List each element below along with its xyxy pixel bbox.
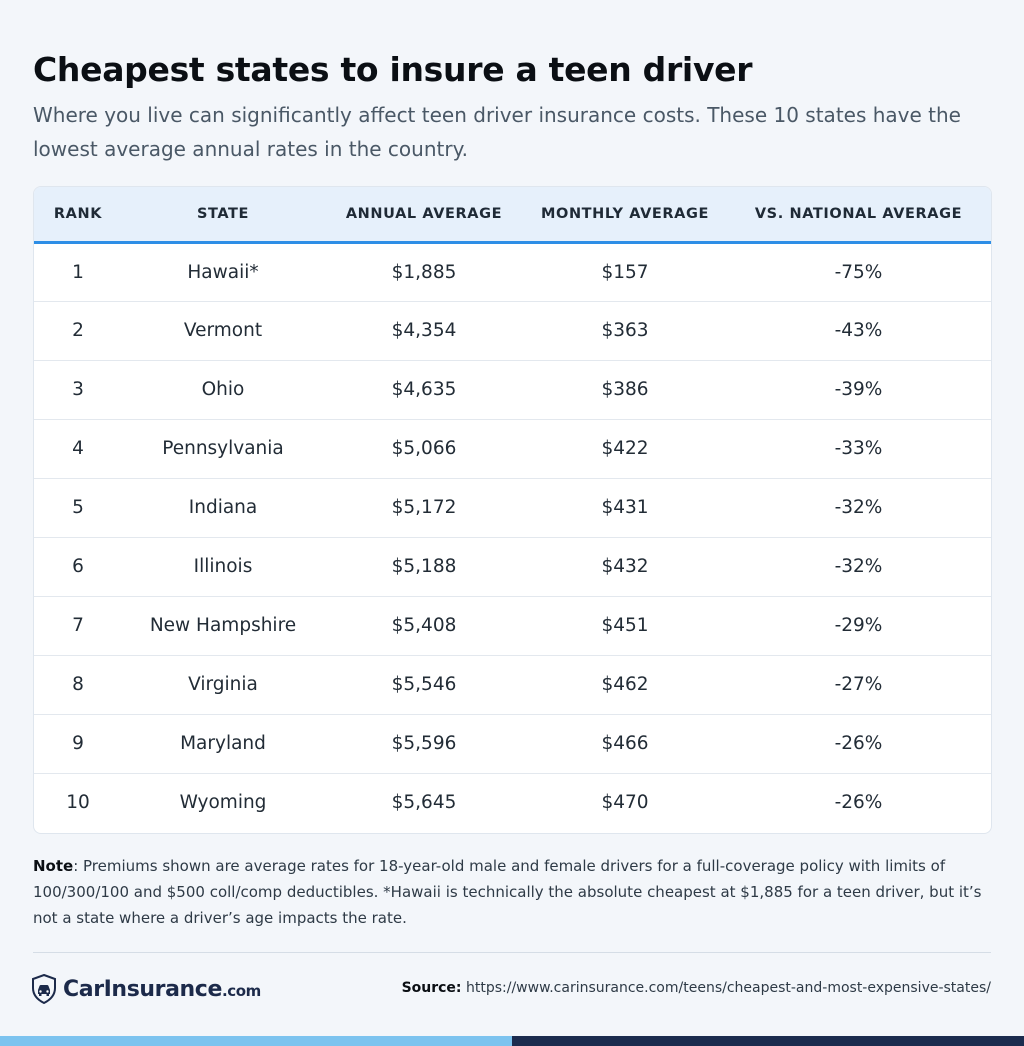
column-header: MONTHLY AVERAGE bbox=[524, 187, 726, 244]
table-row: 7 New Hampshire $5,408 $451 -29% bbox=[34, 596, 991, 656]
table-cell: $5,596 bbox=[324, 714, 524, 774]
table-cell: $157 bbox=[524, 242, 726, 302]
table-cell: $5,408 bbox=[324, 596, 524, 656]
table-cell: Ohio bbox=[122, 360, 324, 420]
table-cell: $451 bbox=[524, 596, 726, 656]
table-row: 3 Ohio $4,635 $386 -39% bbox=[34, 360, 991, 420]
table-cell: $431 bbox=[524, 478, 726, 538]
table-cell: -39% bbox=[726, 360, 991, 420]
page-title: Cheapest states to insure a teen driver bbox=[33, 50, 753, 89]
table-cell: $363 bbox=[524, 301, 726, 361]
table-cell: New Hampshire bbox=[122, 596, 324, 656]
table-body: 1 Hawaii* $1,885 $157 -75% 2 Vermont $4,354 $363… bbox=[34, 242, 991, 832]
table-cell: 6 bbox=[34, 537, 122, 597]
table-cell: Illinois bbox=[122, 537, 324, 597]
rates-table: RANK STATE ANNUAL AVERAGE MONTHLY AVERAGE VS… bbox=[34, 187, 991, 832]
note-text: : Premiums shown are average rates for 1… bbox=[33, 857, 982, 927]
table-row: 6 Illinois $5,188 $432 -32% bbox=[34, 537, 991, 597]
column-header: VS. NATIONAL AVERAGE bbox=[726, 187, 991, 244]
note-label: Note bbox=[33, 857, 74, 875]
table-cell: 10 bbox=[66, 792, 90, 814]
table-cell: 4 bbox=[34, 419, 122, 479]
table-cell: $5,645 bbox=[391, 792, 457, 814]
logo-name: CarInsurance bbox=[63, 976, 222, 1002]
footer-divider bbox=[33, 952, 991, 953]
source-url[interactable]: https://www.carinsurance.com/teens/cheap… bbox=[465, 980, 991, 996]
carinsurance-logo[interactable]: CarInsurance.com bbox=[31, 974, 261, 1004]
table-cell: -32% bbox=[726, 537, 991, 597]
table-cell: Maryland bbox=[122, 714, 324, 774]
table-cell: -33% bbox=[726, 419, 991, 479]
table-cell: Indiana bbox=[122, 478, 324, 538]
table-row: 9 Maryland $5,596 $466 -26% bbox=[34, 714, 991, 774]
table-cell: Wyoming bbox=[179, 792, 267, 814]
table-cell: -75% bbox=[726, 242, 991, 302]
page-subtitle: Where you live can significantly affect … bbox=[33, 103, 961, 161]
table-cell: $422 bbox=[524, 419, 726, 479]
table-cell: 1 bbox=[34, 242, 122, 302]
rates-table-container: RANK STATE ANNUAL AVERAGE MONTHLY AVERAGE VS… bbox=[33, 186, 992, 834]
table-header-row: RANK STATE ANNUAL AVERAGE MONTHLY AVERAGE VS… bbox=[34, 187, 991, 244]
table-cell: Virginia bbox=[122, 655, 324, 715]
table-cell: $386 bbox=[524, 360, 726, 420]
table-cell: 5 bbox=[34, 478, 122, 538]
table-cell: 3 bbox=[34, 360, 122, 420]
table-row: 2 Vermont $4,354 $363 -43% bbox=[34, 301, 991, 361]
table-cell: $4,635 bbox=[324, 360, 524, 420]
table-cell: 9 bbox=[34, 714, 122, 774]
table-cell: -26% bbox=[834, 792, 883, 814]
table-cell: $4,354 bbox=[324, 301, 524, 361]
table-row: 10 Wyoming $5,645 $470 -26% bbox=[34, 773, 991, 832]
table-cell: 2 bbox=[34, 301, 122, 361]
column-header: ANNUAL AVERAGE bbox=[324, 187, 524, 244]
footer-accent-bar-light bbox=[0, 1036, 512, 1046]
source-label: Source: bbox=[401, 980, 462, 996]
table-row: 8 Virginia $5,546 $462 -27% bbox=[34, 655, 991, 715]
table-cell: $432 bbox=[524, 537, 726, 597]
table-cell: $5,172 bbox=[324, 478, 524, 538]
table-cell: -27% bbox=[726, 655, 991, 715]
footer-accent-bar-dark bbox=[512, 1036, 1024, 1046]
table-row: 5 Indiana $5,172 $431 -32% bbox=[34, 478, 991, 538]
table-cell: -29% bbox=[726, 596, 991, 656]
table-cell: $470 bbox=[601, 792, 649, 814]
table-header: RANK STATE ANNUAL AVERAGE MONTHLY AVERAGE VS… bbox=[34, 187, 991, 244]
table-cell: 7 bbox=[34, 596, 122, 656]
footnote: Note: Premiums shown are average rates f… bbox=[33, 853, 991, 931]
table-cell: Vermont bbox=[122, 301, 324, 361]
table-cell: $5,188 bbox=[324, 537, 524, 597]
table-cell: -32% bbox=[726, 478, 991, 538]
table-cell: 8 bbox=[34, 655, 122, 715]
table-cell: -43% bbox=[726, 301, 991, 361]
table-cell: $466 bbox=[524, 714, 726, 774]
logo-suffix: .com bbox=[221, 981, 261, 1000]
table-cell: $5,066 bbox=[324, 419, 524, 479]
logo-text: CarInsurance.com bbox=[63, 977, 261, 1002]
table-cell: $1,885 bbox=[324, 242, 524, 302]
table-cell: -26% bbox=[726, 714, 991, 774]
table-cell: Hawaii* bbox=[122, 242, 324, 302]
table-cell: $5,546 bbox=[324, 655, 524, 715]
table-cell: $462 bbox=[524, 655, 726, 715]
table-row: 1 Hawaii* $1,885 $157 -75% bbox=[34, 242, 991, 302]
column-header: RANK bbox=[34, 187, 122, 244]
source-citation: Source: https://www.carinsurance.com/tee… bbox=[402, 980, 991, 996]
column-header: STATE bbox=[122, 187, 324, 244]
table-row: 4 Pennsylvania $5,066 $422 -33% bbox=[34, 419, 991, 479]
shield-car-icon bbox=[31, 974, 57, 1004]
table-cell: Pennsylvania bbox=[122, 419, 324, 479]
